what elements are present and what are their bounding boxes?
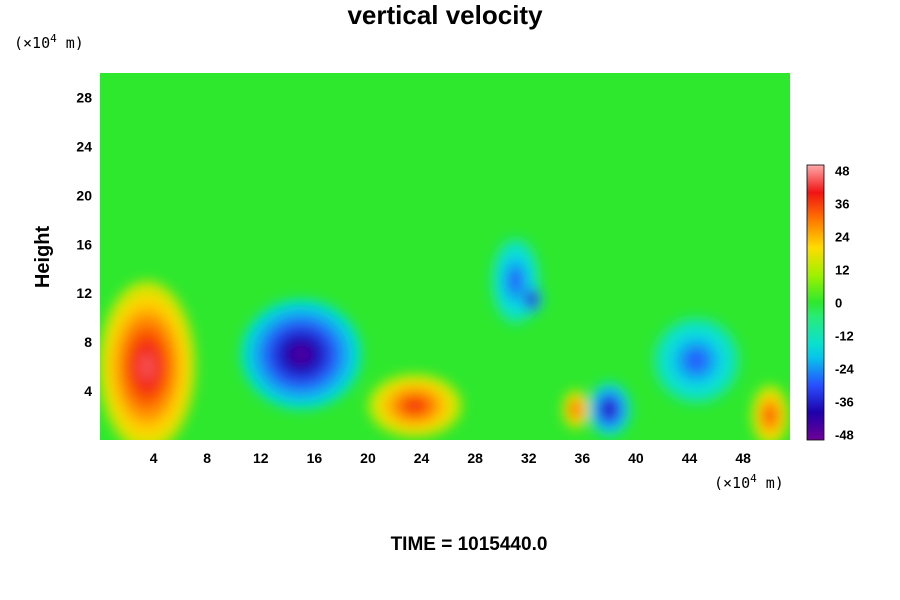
- x-tick-label: 32: [521, 450, 537, 466]
- colorbar-tick-label: 0: [835, 296, 842, 311]
- plot-area: [100, 73, 790, 440]
- feature-contour: [138, 352, 155, 381]
- velocity-feature: [751, 384, 789, 440]
- y-tick-label: 4: [84, 383, 92, 399]
- colorbar: [806, 164, 825, 441]
- feature-contour: [290, 345, 312, 364]
- feature-contour: [689, 353, 704, 368]
- y-axis-label: Height: [32, 226, 54, 289]
- x-tick-label: 36: [575, 450, 591, 466]
- chart-title: vertical velocity: [347, 0, 543, 30]
- feature-contour: [529, 296, 534, 302]
- y-axis-unit: (×104 m): [14, 32, 84, 52]
- y-tick-label: 20: [76, 187, 92, 203]
- y-tick-label: 12: [76, 285, 92, 301]
- x-tick-label: 44: [682, 450, 698, 466]
- colorbar-tick-label: 48: [835, 164, 849, 179]
- colorbar-tick-label: 24: [835, 230, 850, 245]
- x-tick-label: 4: [150, 450, 158, 466]
- velocity-feature: [240, 299, 362, 410]
- colorbar-tick-label: 36: [835, 197, 849, 212]
- time-label: TIME = 1015440.0: [391, 534, 548, 555]
- feature-contour: [766, 410, 774, 421]
- x-tick-label: 40: [628, 450, 644, 466]
- y-tick-label: 28: [76, 89, 92, 105]
- x-tick-label: 12: [253, 450, 269, 466]
- colorbar-tick-label: -36: [835, 395, 854, 410]
- colorbar-tick-label: 12: [835, 263, 849, 278]
- feature-contour: [605, 404, 613, 414]
- x-tick-label: 20: [360, 450, 376, 466]
- feature-contour: [511, 273, 520, 289]
- x-tick-label: 24: [414, 450, 430, 466]
- x-tick-label: 28: [467, 450, 483, 466]
- y-tick-label: 16: [76, 236, 92, 252]
- x-tick-label: 48: [735, 450, 751, 466]
- x-axis-unit: (×104 m): [714, 472, 784, 492]
- velocity-feature: [367, 373, 462, 438]
- colorbar-tick-label: -48: [835, 428, 854, 443]
- velocity-feature: [587, 382, 631, 437]
- colorbar-ticks: 48 36 24 12 0 -12 -24 -36 -48: [835, 164, 855, 443]
- x-axis: 4 8 12 16 20 24 28 32 36 40 44 48: [150, 450, 751, 466]
- feature-contour: [407, 400, 423, 412]
- feature-contour: [573, 406, 578, 413]
- x-tick-label: 16: [307, 450, 323, 466]
- y-axis: 4 8 12 16 20 24 28: [76, 89, 92, 399]
- y-tick-label: 8: [84, 334, 92, 350]
- velocity-feature: [653, 317, 740, 404]
- velocity-feature: [520, 284, 543, 314]
- y-tick-label: 24: [76, 138, 92, 154]
- velocity-feature: [100, 280, 196, 440]
- colorbar-tick-label: -12: [835, 329, 854, 344]
- velocity-feature: [562, 389, 590, 429]
- x-tick-label: 8: [203, 450, 211, 466]
- colorbar-tick-label: -24: [835, 362, 855, 377]
